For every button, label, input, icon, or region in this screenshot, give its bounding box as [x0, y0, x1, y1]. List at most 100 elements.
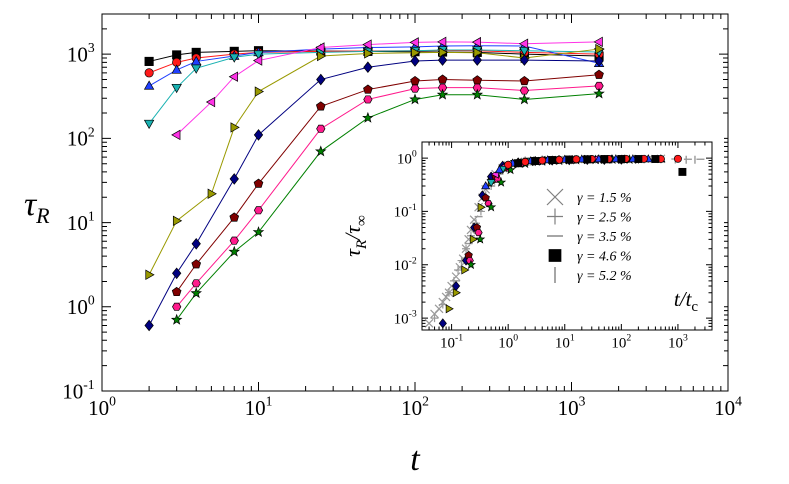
main-data-point [473, 47, 483, 58]
inset-data-point [678, 167, 687, 176]
main-series-7 [171, 69, 604, 297]
main-data-point [364, 48, 374, 59]
main-data-point [472, 83, 482, 92]
main-data-point [315, 42, 325, 53]
inset-data-point [475, 234, 486, 244]
inset-data-point [673, 154, 682, 163]
inset-data-point [600, 155, 609, 163]
main-data-point [411, 47, 421, 58]
inset-data-point [424, 318, 434, 328]
inset-legend: γ = 1.5 % γ = 2.5 % γ = 3.5 % γ = 4.6 % γ = … [532, 183, 644, 296]
inset-legend-label: γ = 3.5 % [577, 230, 632, 245]
main-x-tick-label: 104 [714, 394, 742, 420]
main-data-point [253, 178, 264, 188]
main-data-point [410, 84, 420, 93]
main-data-point [410, 75, 420, 86]
main-data-point [171, 286, 182, 297]
main-data-point [253, 129, 264, 141]
main-data-point [144, 68, 154, 78]
inset-data-point [634, 155, 643, 163]
inset-data-point [651, 155, 660, 163]
inset-legend-entry: γ = 5.2 % [554, 267, 632, 284]
main-data-point [363, 95, 373, 104]
inset-legend-entry: γ = 4.6 % [548, 249, 632, 265]
main-data-point [595, 43, 605, 55]
inset-chart: γ = 1.5 % γ = 2.5 % γ = 3.5 % γ = 4.6 % γ = … [340, 136, 724, 364]
main-data-point [317, 50, 327, 62]
main-data-point [438, 47, 449, 58]
inset-data-point [444, 288, 453, 297]
main-data-point [437, 74, 448, 84]
main-data-point [519, 54, 530, 66]
inset-data-point [538, 156, 547, 165]
inset-data-point [474, 229, 483, 237]
main-x-tick-label: 101 [245, 394, 273, 420]
main-data-point [191, 64, 202, 74]
inset-legend-label: γ = 4.6 % [577, 250, 632, 265]
inset-data-point [438, 300, 447, 309]
main-data-point [518, 38, 529, 49]
main-series-6 [144, 54, 604, 332]
inset-legend-marker [546, 188, 564, 206]
inset-plot-frame [421, 141, 713, 331]
main-data-point [253, 50, 264, 60]
main-data-point [228, 71, 238, 82]
inset-data-point [617, 155, 626, 163]
inset-y-tick-label: 100 [397, 149, 417, 168]
inset-data-point [434, 304, 444, 314]
main-data-point [229, 212, 240, 222]
inset-y-tick-label: 10-1 [394, 202, 417, 221]
inset-x-tick-label: 103 [668, 333, 688, 352]
main-data-point [363, 61, 373, 74]
main-data-point [143, 80, 155, 90]
main-data-point [471, 88, 484, 100]
inset-x-tick-label: 102 [611, 333, 631, 352]
inset-data-point [504, 160, 513, 169]
inset-data-point [521, 157, 530, 166]
main-data-point [205, 96, 216, 108]
main-data-point [229, 53, 240, 63]
inset-data-point [481, 193, 490, 202]
inset-data-point [565, 155, 574, 164]
main-y-tick-label: 102 [67, 124, 95, 150]
inset-x-axis-label: t/tc [674, 287, 699, 315]
main-data-point [172, 215, 183, 227]
inset-x-tick-label: 101 [555, 333, 575, 352]
main-data-point [144, 319, 154, 332]
inset-y-axis-label: τR/τ∞ [340, 215, 370, 257]
inset-data-point [452, 288, 461, 298]
main-data-point [519, 75, 530, 86]
main-data-point [410, 55, 420, 67]
main-data-point [519, 46, 530, 57]
main-data-point [593, 87, 605, 99]
main-data-point [252, 226, 265, 238]
main-data-point [253, 206, 264, 215]
main-data-point [409, 37, 419, 48]
inset-series-group [424, 154, 705, 329]
inset-data-point [481, 181, 491, 190]
main-data-point [171, 129, 181, 141]
inset-data-point [494, 165, 504, 174]
main-data-point [254, 86, 265, 97]
main-data-point [594, 81, 604, 90]
inset-y-tick-label: 10-2 [394, 255, 417, 274]
main-series-9 [170, 87, 605, 325]
inset-legend-label: γ = 2.5 % [577, 211, 632, 226]
main-data-point [190, 287, 202, 299]
main-x-tick-label: 102 [401, 394, 429, 420]
inset-legend-label: γ = 1.5 % [577, 191, 632, 206]
main-data-point [594, 69, 604, 79]
main-data-point [316, 73, 326, 86]
main-series-line [148, 48, 600, 276]
main-data-point [472, 75, 483, 85]
inset-legend-label: γ = 5.2 % [577, 269, 632, 284]
inset-legend-marker [547, 208, 563, 225]
main-data-point [518, 93, 531, 105]
main-data-point [472, 54, 482, 66]
inset-legend-entry: γ = 2.5 % [547, 208, 632, 226]
main-data-point [594, 55, 604, 67]
inset-data-point [548, 156, 557, 164]
main-data-point [191, 259, 202, 269]
inset-data-point [469, 234, 478, 244]
main-data-point [170, 313, 183, 325]
